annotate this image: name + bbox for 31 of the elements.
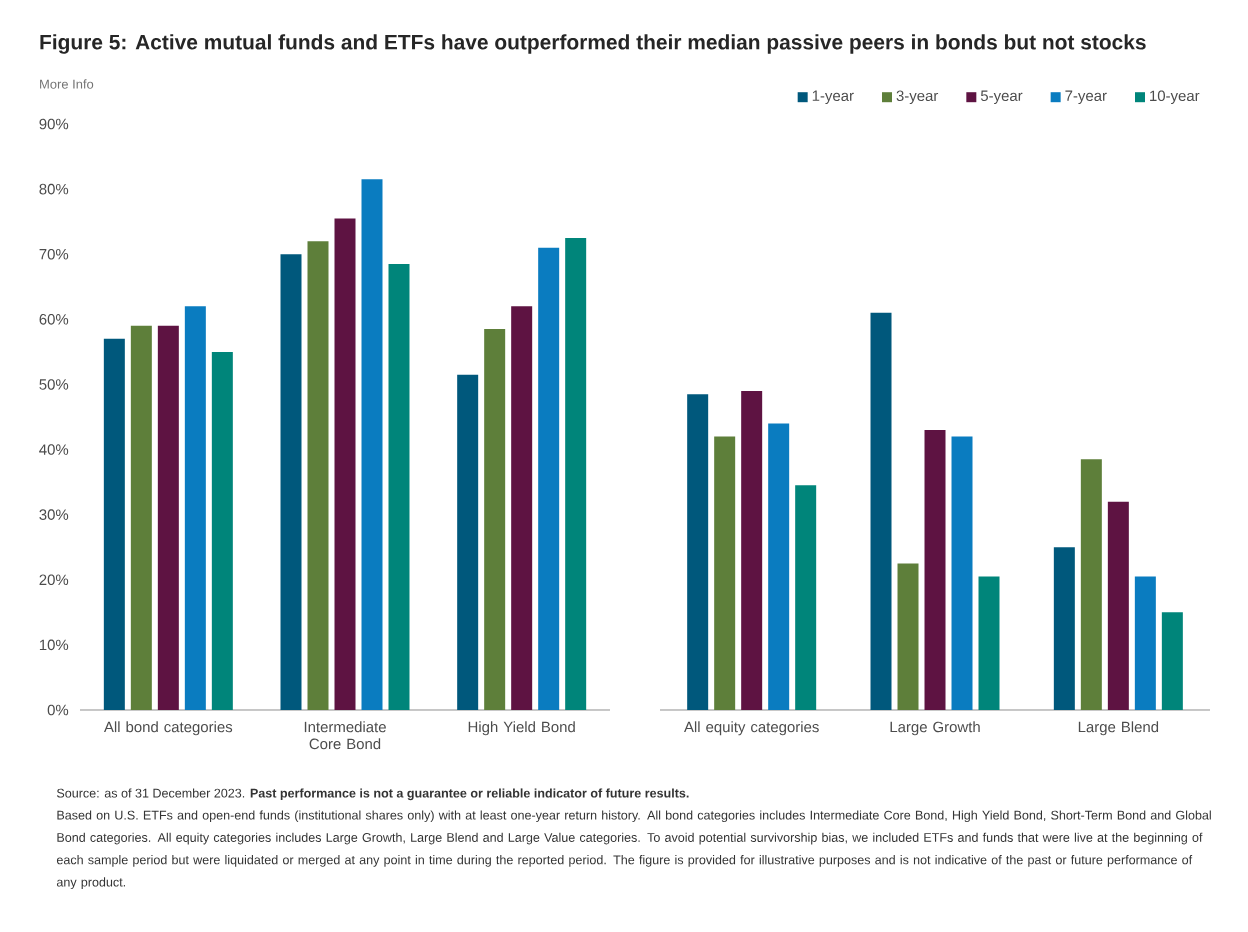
bar xyxy=(103,338,125,710)
bar xyxy=(870,312,892,710)
bar xyxy=(687,394,709,710)
bar xyxy=(768,423,790,710)
bar xyxy=(565,237,587,710)
chart-title: Figure 5: Active mutual funds and ETFs have outperformed their median passive peers in bonds but not stocks xyxy=(40,34,1146,54)
bar xyxy=(795,485,817,710)
bar xyxy=(1107,501,1129,710)
bar xyxy=(334,218,356,710)
bar xyxy=(361,179,383,710)
bar xyxy=(1134,576,1156,710)
bar xyxy=(897,563,919,710)
bar xyxy=(388,263,410,710)
bar xyxy=(484,329,506,710)
bar xyxy=(924,430,946,710)
bar xyxy=(1053,547,1075,710)
bar xyxy=(184,306,206,710)
bar xyxy=(280,254,302,710)
bar xyxy=(1161,612,1183,710)
bar xyxy=(457,374,479,710)
bar xyxy=(951,436,973,710)
bar xyxy=(978,576,1000,710)
bar xyxy=(538,247,560,710)
bar xyxy=(211,351,233,710)
bar xyxy=(157,325,179,710)
bar xyxy=(714,436,736,710)
bar xyxy=(1080,459,1102,710)
bar xyxy=(130,325,152,710)
bar xyxy=(511,306,533,710)
bar xyxy=(307,241,329,710)
bar xyxy=(741,390,763,710)
